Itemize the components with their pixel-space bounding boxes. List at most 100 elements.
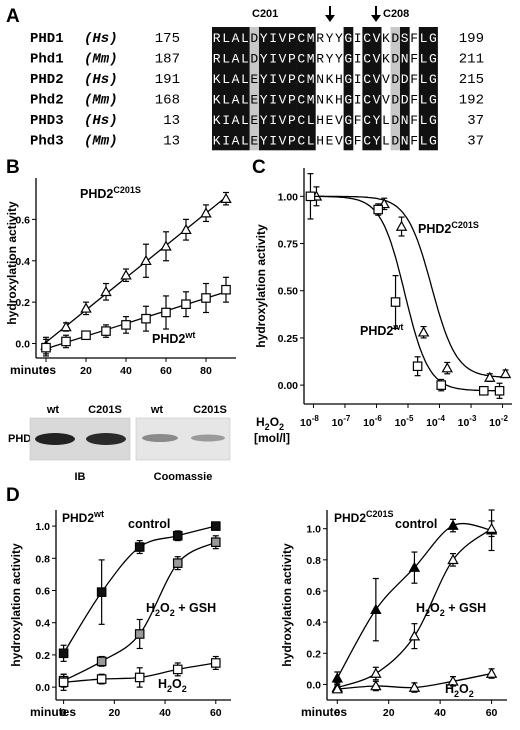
residue: C	[363, 52, 371, 67]
residue-shading	[418, 109, 429, 130]
residue: Y	[335, 31, 343, 46]
residue: I	[354, 72, 362, 87]
residue-shading	[259, 47, 269, 69]
residue: L	[241, 72, 249, 87]
residue-shading	[221, 88, 232, 110]
data-point	[408, 630, 421, 641]
start-position: 175	[155, 31, 180, 47]
y-tick-label: 0.2	[35, 650, 50, 662]
data-point	[121, 320, 131, 330]
residue-shading	[259, 68, 269, 89]
fit-line	[45, 291, 227, 350]
residue-shading	[343, 68, 354, 89]
y-tick-label: 0.8	[306, 555, 321, 567]
residue-shading	[296, 109, 307, 130]
chart-c: 0.00 0.25 0.50 0.75 1.00 10-8 10-7 10-6 10-5 10-4…	[254, 168, 512, 445]
data-point	[100, 285, 112, 297]
residue: V	[373, 72, 381, 87]
residue: G	[429, 31, 437, 46]
residue-shading	[428, 109, 438, 130]
residue-shading	[240, 27, 250, 48]
residue-shading	[306, 109, 316, 130]
start-position: 187	[155, 52, 180, 68]
data-point	[447, 519, 459, 530]
residue: C	[363, 31, 371, 46]
data-point	[331, 683, 344, 694]
residue: V	[279, 72, 287, 87]
y-tick-label: 0.8	[35, 553, 50, 565]
residue: A	[232, 72, 240, 87]
residue: K	[213, 113, 221, 128]
y-tick-label: 0.2	[15, 297, 30, 309]
residue: F	[410, 52, 418, 67]
data-point	[408, 681, 421, 692]
end-position: 192	[459, 93, 484, 109]
chart-title: PHD2wt	[62, 509, 104, 525]
residue: F	[410, 31, 418, 46]
data-point	[220, 192, 232, 203]
residue-shading	[371, 27, 382, 48]
residue: L	[222, 31, 230, 46]
residue: E	[326, 134, 334, 149]
residue: Y	[373, 113, 381, 128]
residue-shading	[343, 109, 354, 130]
residue-shading	[362, 129, 373, 151]
y-axis-label: hydroxylation activity	[9, 543, 23, 667]
y-tick-label: 1.00	[278, 191, 299, 203]
residue-shading	[306, 68, 316, 89]
data-point	[201, 293, 211, 303]
residue: V	[279, 113, 287, 128]
data-point	[210, 537, 221, 548]
residue: F	[410, 72, 418, 87]
data-point	[101, 326, 111, 336]
blot-lane-label: C201S	[193, 404, 227, 416]
x-tick-label: 40	[120, 365, 132, 377]
residue-shading	[268, 68, 279, 89]
data-point	[441, 362, 453, 373]
data-point	[161, 307, 171, 318]
data-point	[390, 297, 401, 307]
residue-shading	[400, 68, 410, 89]
residue-shading	[428, 47, 438, 69]
residue: L	[420, 134, 428, 149]
residue-shading	[230, 109, 241, 130]
residue-shading	[221, 129, 232, 151]
data-point	[485, 667, 498, 678]
end-position: 37	[467, 113, 484, 129]
y-tick-label: 0.4	[15, 256, 30, 268]
data-point	[200, 207, 212, 218]
species-label: (Mm)	[84, 52, 118, 68]
residue-shading	[400, 88, 410, 110]
residue: Y	[335, 52, 343, 67]
residue: V	[335, 113, 343, 128]
residue-shading	[240, 129, 250, 151]
residue-shading	[296, 68, 307, 89]
residue: V	[382, 72, 390, 87]
residue: M	[307, 31, 315, 46]
residue-shading	[296, 129, 307, 151]
data-point	[172, 530, 183, 541]
residue-shading	[268, 109, 279, 130]
residue: I	[269, 93, 277, 108]
residue-shading	[249, 129, 260, 151]
residue-shading	[212, 129, 222, 151]
residue-shading	[277, 129, 288, 151]
residue: C	[363, 93, 371, 108]
chart-d-right: 0.0 0.2 0.4 0.6 0.8 1.0 0 20 40 60 minutes hydroxyl…	[280, 509, 507, 719]
data-point	[134, 629, 145, 639]
blot-panel: wt C201S wt C201S PHD2 IB Coomassie	[8, 404, 231, 483]
residue-shading	[259, 27, 269, 48]
residue: I	[269, 72, 277, 87]
residue: H	[335, 93, 343, 108]
residue-shading	[390, 27, 401, 48]
chart-d-left: 0.0 0.2 0.4 0.6 0.8 1.0 0 20 40 60 minutes hydroxyl…	[9, 509, 231, 719]
residue-shading	[268, 88, 279, 110]
residue: S	[401, 31, 409, 46]
residue-shading	[371, 109, 382, 130]
residue: A	[232, 93, 240, 108]
residue: D	[391, 52, 399, 67]
sequence-alignment: PHD1 (Hs) 175 R L A L D Y I V P C M R Y Y G I C V K D S F L G 199Ph…	[30, 27, 484, 151]
data-point	[395, 220, 408, 231]
residue-shading	[428, 68, 438, 89]
